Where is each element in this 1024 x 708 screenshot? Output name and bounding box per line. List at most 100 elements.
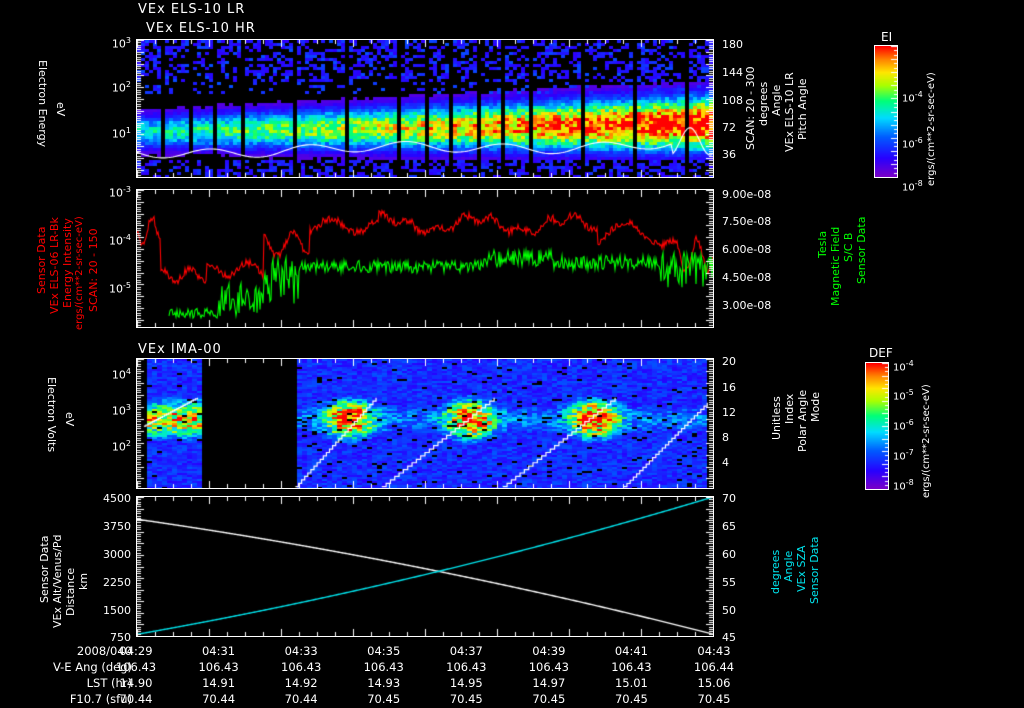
bottom-table-value: 106.43	[446, 660, 487, 674]
panel3-title: VEx IMA-00	[138, 342, 222, 357]
axis-tick-label: 55	[722, 576, 736, 589]
axis-tick-label: 10-6	[893, 418, 914, 433]
bottom-table-time-value: 04:43	[697, 644, 731, 658]
panel4-left-label-3: Distance	[64, 567, 77, 616]
axis-tick-label: 16	[722, 381, 736, 394]
bottom-table-value: 70.44	[119, 692, 153, 706]
colorbar-def-unit-label: ergs/(cm**2-sr-sec-eV)	[921, 384, 932, 498]
panel2-left-label-4: ergs/(cm**2-sr-sec-eV)	[74, 216, 85, 330]
axis-tick-label: 3.00e-08	[722, 299, 772, 312]
panel4-right-label-3: Angle	[782, 550, 795, 582]
bottom-parameter-table: 2008/040 V-E Ang (deg) LST (hr) F10.7 (sfu)…	[0, 640, 1024, 708]
bottom-table-time-value: 04:35	[367, 644, 401, 658]
axis-tick-label: 180	[722, 38, 743, 51]
panel1-title-hr: VEx ELS-10 HR	[146, 21, 256, 36]
axis-tick-label: 10-3	[109, 185, 131, 200]
colorbar-def-title: DEF	[869, 346, 893, 360]
panel2-left-label-2: VEx ELS-06 LR-Bk	[48, 217, 61, 314]
panel1-right-label-5: SCAN: 20 - 300	[744, 66, 757, 150]
axis-tick-label: 102	[111, 80, 131, 95]
colorbar-ei-unit-label: ergs/(cm**2-sr-sec-eV)	[926, 72, 937, 186]
axis-tick-label: 9.00e-08	[722, 188, 772, 201]
bottom-table-value: 106.44	[693, 660, 735, 674]
axis-tick-label: 36	[722, 148, 736, 161]
bottom-table-time-value: 04:31	[201, 644, 236, 658]
colorbar-ei-title: EI	[881, 30, 893, 44]
bottom-table-value: 14.93	[367, 676, 401, 690]
bottom-table-value: 14.97	[532, 676, 566, 690]
axis-tick-label: 103	[111, 36, 131, 51]
panel3-right-label-1: Mode	[809, 392, 822, 422]
axis-tick-label: 4	[722, 456, 729, 469]
panel1-right-label-4: degrees	[757, 81, 770, 126]
bottom-table-value: 14.90	[119, 676, 153, 690]
axis-tick-label: 72	[722, 121, 736, 134]
panel3-right-label-3: Index	[783, 393, 796, 424]
panel2-right-label-2: S/C B	[842, 232, 855, 262]
panel2-left-label-3: Energy Intensity	[61, 218, 74, 308]
panel3-plot-area[interactable]	[136, 358, 714, 489]
panel4-left-label-1: Sensor Data	[38, 535, 51, 603]
panel4-left-label-2: VEx Alt/Venus/Pd	[51, 534, 64, 628]
bottom-table-row-label: 2008/040	[76, 644, 132, 658]
axis-tick-label: 104	[111, 367, 131, 382]
bottom-table-time-value: 04:33	[284, 644, 318, 658]
bottom-table-time-value: 04:39	[532, 644, 566, 658]
bottom-table-value: 106.43	[281, 660, 322, 674]
panel2-right-label-1: Sensor Data	[855, 216, 868, 284]
axis-tick-label: 4.50e-08	[722, 271, 772, 284]
panel3-left-axis-label-1: Electron Volts	[45, 377, 58, 453]
axis-tick-label: 10-8	[902, 179, 923, 194]
bottom-table-value: 70.44	[202, 692, 236, 706]
panel1-right-label-1: Pitch Angle	[796, 78, 809, 140]
axis-tick-label: 60	[722, 548, 736, 561]
colorbar-def	[865, 362, 889, 490]
bottom-table-row-label: LST (hr)	[86, 676, 132, 690]
bottom-table-value: 14.92	[284, 676, 318, 690]
panel1-right-label-3: Angle	[770, 84, 783, 116]
bottom-table-value: 70.45	[532, 692, 566, 706]
axis-tick-label: 12	[722, 406, 736, 419]
bottom-table-value: 106.43	[115, 660, 157, 674]
panel1-plot-area[interactable]	[136, 39, 714, 178]
bottom-table-value: 70.45	[614, 692, 648, 706]
panel2-plot-area[interactable]	[136, 189, 714, 328]
bottom-table-value: 14.91	[202, 676, 236, 690]
axis-tick-label: 10-7	[893, 448, 914, 463]
axis-tick-label: 10-8	[893, 478, 914, 493]
panel4-plot-area[interactable]	[136, 496, 714, 637]
bottom-table-value: 106.43	[611, 660, 652, 674]
bottom-table-value: 70.45	[697, 692, 731, 706]
bottom-table-value: 15.06	[697, 676, 731, 690]
panel4-right-label-4: degrees	[769, 549, 782, 594]
bottom-table-value: 70.45	[367, 692, 401, 706]
panel3-right-label-2: Polar Angle	[796, 389, 809, 452]
axis-tick-label: 10-6	[902, 136, 923, 151]
panel2-right-label-4: Tesla	[816, 230, 829, 258]
bottom-table-value: 14.95	[449, 676, 483, 690]
bottom-table-value: 106.43	[363, 660, 404, 674]
axis-tick-label: 10-4	[893, 359, 914, 374]
axis-tick-label: 10-4	[902, 90, 923, 105]
panel2-right-label-3: Magnetic Field	[829, 226, 842, 306]
panel1-left-axis-label-1: Electron Energy	[36, 60, 49, 148]
axis-tick-label: 65	[722, 520, 736, 533]
colorbar-ei	[874, 45, 898, 178]
axis-tick-label: 7.50e-08	[722, 215, 772, 228]
axis-tick-label: 108	[722, 94, 743, 107]
bottom-table-time-value: 04:29	[119, 644, 153, 658]
bottom-table-row-label: V-E Ang (deg)	[52, 660, 132, 674]
bottom-table-time-value: 04:41	[614, 644, 648, 658]
panel2-left-label-5: SCAN: 20 - 150	[87, 228, 100, 312]
axis-tick-label: 10-5	[893, 388, 914, 403]
bottom-table-row-label: F10.7 (sfu)	[69, 692, 132, 706]
axis-tick-label: 50	[722, 604, 736, 617]
axis-tick-label: 70	[722, 492, 736, 505]
panel1-title-lr: VEx ELS-10 LR	[138, 2, 246, 17]
axis-tick-label: 6.00e-08	[722, 243, 772, 256]
bottom-table-value: 106.43	[528, 660, 569, 674]
panel4-right-label-2: VEx SZA	[795, 545, 808, 592]
axis-tick-label: 144	[722, 66, 743, 79]
bottom-table-time-value: 04:37	[449, 644, 483, 658]
bottom-table-value: 70.45	[449, 692, 483, 706]
